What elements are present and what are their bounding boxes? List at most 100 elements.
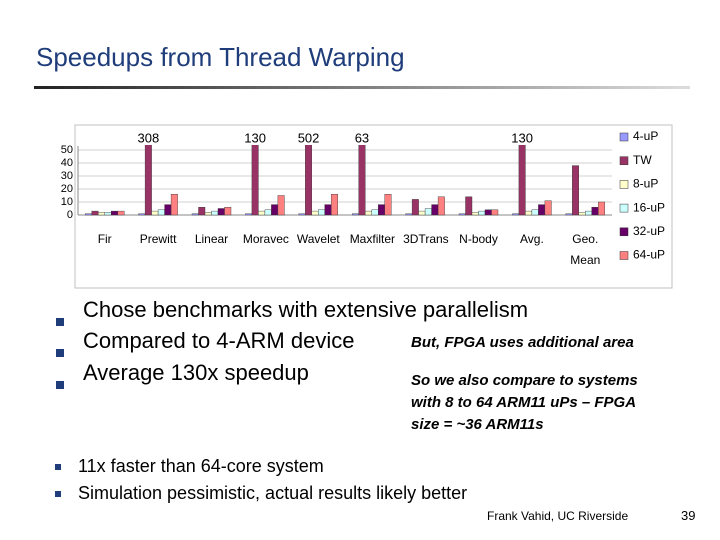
legend-swatch	[619, 251, 629, 260]
bar	[358, 145, 366, 216]
bar	[458, 213, 466, 216]
bar	[97, 212, 105, 216]
bar	[277, 195, 285, 216]
bar	[518, 145, 526, 216]
data-label: 130	[244, 130, 266, 145]
bar	[198, 206, 206, 216]
x-tick-label: 3DTrans	[403, 232, 449, 246]
legend-swatch	[619, 227, 629, 237]
y-tick-label: 10	[61, 196, 73, 208]
bar	[465, 196, 473, 216]
bar	[531, 209, 539, 216]
legend-label: 32-uP	[633, 224, 665, 238]
bar	[378, 204, 385, 216]
bullet-text: Chose benchmarks with extensive parallel…	[83, 297, 529, 322]
bar	[305, 145, 312, 216]
bar	[365, 210, 372, 216]
bar	[157, 209, 165, 216]
x-tick-label: Moravec	[242, 232, 289, 246]
bar	[298, 213, 306, 216]
bar	[104, 212, 112, 216]
bar	[405, 213, 413, 216]
bar	[331, 193, 338, 216]
bar	[572, 165, 579, 216]
bar	[117, 210, 125, 216]
legend-label: 64-uP	[633, 248, 665, 262]
bullet	[56, 381, 64, 389]
bar	[84, 213, 92, 216]
page-number: 39	[681, 508, 696, 523]
bar	[311, 210, 319, 216]
y-tick-label: 0	[67, 209, 73, 221]
x-tick-label: Avg.	[519, 232, 544, 246]
bullet-text: Average 130x speedup	[83, 360, 309, 385]
bar	[204, 212, 212, 216]
note: But, FPGA uses additional area	[411, 334, 634, 351]
x-tick-label: Geo. Mean	[570, 232, 601, 267]
data-label: 502	[298, 130, 320, 145]
bar	[352, 213, 359, 216]
bar	[151, 210, 159, 216]
y-tick-label: 20	[61, 183, 73, 195]
bar	[525, 210, 533, 216]
data-label: 63	[355, 130, 369, 145]
legend-label: 16-uP	[633, 200, 665, 214]
bar	[491, 209, 499, 216]
sub-bullet-text: Simulation pessimistic, actual results l…	[78, 483, 468, 503]
bar	[437, 196, 445, 216]
bar	[538, 204, 546, 216]
bar	[424, 208, 432, 216]
sub-bullet-text: 11x faster than 64-core system	[78, 456, 324, 476]
note-line: size = ~36 ARM11s	[411, 416, 544, 433]
bar	[591, 206, 599, 216]
bar	[318, 209, 325, 216]
legend-swatch	[619, 156, 629, 165]
bar	[144, 145, 152, 216]
bar	[478, 210, 486, 216]
legend-label: 8-uP	[633, 177, 658, 191]
y-tick-label: 30	[61, 170, 73, 182]
data-label: 308	[137, 130, 159, 145]
bar	[371, 209, 379, 216]
bar	[251, 145, 259, 216]
bar	[271, 204, 279, 216]
bar	[585, 210, 592, 216]
x-tick-label: Wavelet	[296, 232, 340, 246]
bar	[138, 213, 146, 216]
slide-title: Speedups from Thread Warping	[36, 42, 405, 72]
bar	[565, 213, 573, 216]
legend-label: TW	[633, 153, 652, 167]
bar	[245, 213, 253, 216]
x-tick-label: N-body	[459, 232, 498, 246]
bar	[484, 209, 492, 216]
x-tick-label: Prewitt	[139, 232, 177, 246]
footer: Frank Vahid, UC Riverside	[487, 509, 629, 523]
bar	[418, 210, 426, 216]
bar	[91, 210, 99, 216]
bar	[324, 204, 332, 216]
bar	[258, 210, 266, 216]
bar	[217, 208, 225, 216]
bar	[211, 210, 219, 216]
bullet	[56, 349, 64, 357]
bar	[164, 204, 172, 216]
sub-bullet	[55, 464, 61, 470]
legend-label: 4-uP	[633, 129, 658, 143]
bar	[544, 200, 552, 216]
bar	[471, 212, 479, 216]
bullet-text: Compared to 4-ARM device	[83, 328, 355, 353]
bar	[170, 193, 178, 216]
note-line: with 8 to 64 ARM11 uPs – FPGA	[411, 394, 637, 411]
bar	[224, 206, 232, 216]
bar	[411, 199, 419, 216]
x-tick-label: Maxfilter	[349, 232, 396, 246]
bar	[512, 213, 520, 216]
data-label: 130	[511, 130, 533, 145]
bar	[598, 201, 605, 216]
legend-swatch	[619, 132, 629, 142]
sub-bullet	[55, 491, 61, 497]
legend-swatch	[619, 180, 629, 189]
bar	[110, 210, 118, 216]
